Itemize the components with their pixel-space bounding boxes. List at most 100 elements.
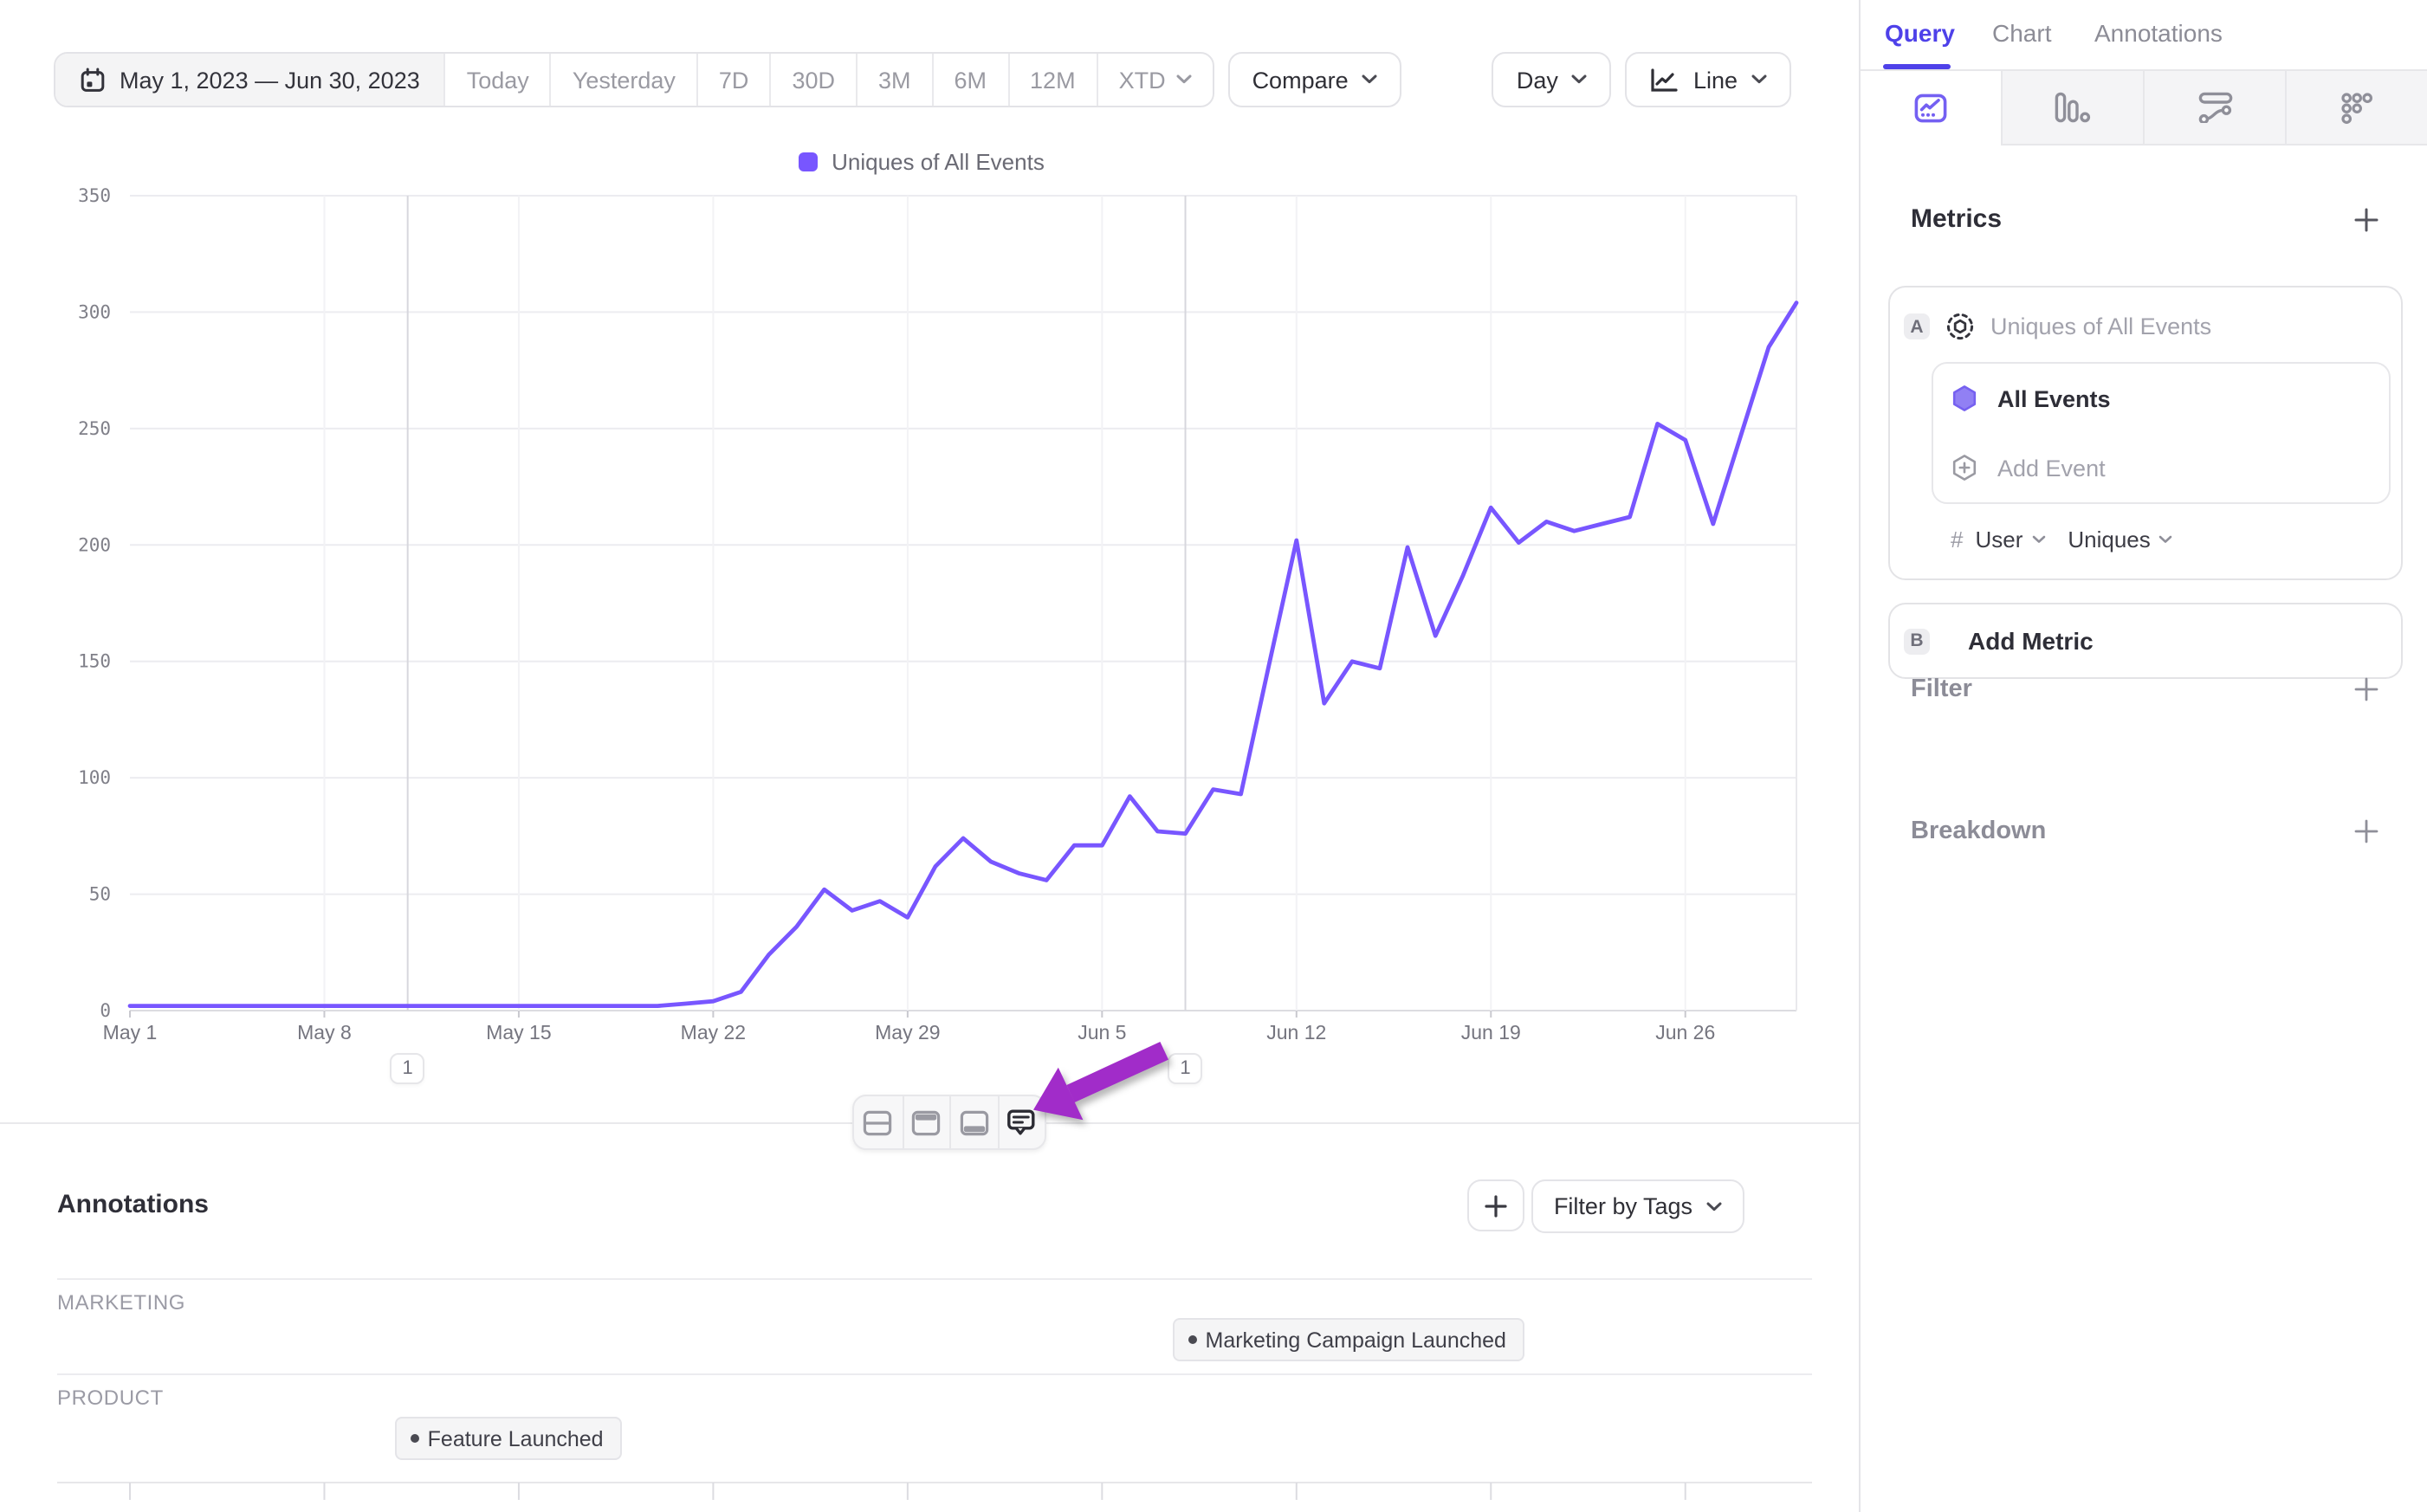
svg-text:250: 250 <box>78 418 111 439</box>
report-type-flows[interactable] <box>2143 71 2285 145</box>
active-tab-underline <box>1883 64 1951 69</box>
annotation-category-product: PRODUCT <box>57 1386 164 1410</box>
svg-text:May 15: May 15 <box>486 1021 551 1044</box>
granularity-dropdown[interactable]: Day <box>1492 52 1612 107</box>
date-range-label: May 1, 2023 — Jun 30, 2023 <box>120 67 420 93</box>
line-chart-icon <box>1652 68 1679 91</box>
bar-chart-icon <box>2055 92 2091 123</box>
legend-label: Uniques of All Events <box>832 149 1045 175</box>
add-annotation-button[interactable] <box>1467 1179 1524 1231</box>
svg-text:200: 200 <box>78 534 111 555</box>
svg-text:300: 300 <box>78 301 111 322</box>
chevron-down-icon <box>1572 74 1588 84</box>
row-divider <box>57 1373 1812 1375</box>
metric-card-a[interactable]: A Uniques of All Events All Events <box>1888 286 2403 580</box>
preset-30d[interactable]: 30D <box>769 54 856 106</box>
svg-text:350: 350 <box>78 185 111 206</box>
svg-text:May 29: May 29 <box>875 1021 940 1044</box>
preset-3m[interactable]: 3M <box>855 54 932 106</box>
add-event-button[interactable]: Add Event <box>1933 433 2389 502</box>
preset-yesterday[interactable]: Yesterday <box>549 54 696 106</box>
calendar-icon <box>81 67 105 91</box>
annotation-count-badge[interactable]: 1 <box>1168 1053 1203 1084</box>
breakdown-section: Breakdown <box>1911 817 2378 845</box>
svg-text:May 22: May 22 <box>681 1021 746 1044</box>
report-type-tabs <box>1861 69 2427 145</box>
query-sidebar: Query Chart Annotations <box>1859 0 2427 1512</box>
add-breakdown-plus-icon[interactable] <box>2354 819 2378 843</box>
chart-controls: Day Line <box>1492 52 1791 107</box>
event-hexagon-icon <box>1952 385 1977 411</box>
annotations-header: Annotations Filter by Tags <box>57 1179 1802 1235</box>
chart-layout-toolbar <box>852 1095 1046 1150</box>
tab-annotations[interactable]: Annotations <box>2094 19 2223 47</box>
split-rows-layout-icon <box>864 1109 892 1135</box>
svg-text:0: 0 <box>100 1000 111 1021</box>
add-filter-plus-icon[interactable] <box>2354 677 2378 701</box>
svg-text:May 1: May 1 <box>103 1021 158 1044</box>
event-list: All Events Add Event <box>1932 362 2391 504</box>
svg-text:Jun 26: Jun 26 <box>1655 1021 1715 1044</box>
metric-letter-badge: B <box>1904 628 1930 654</box>
filter-section: Filter <box>1911 675 2378 703</box>
bottom-panel-layout-icon <box>960 1109 988 1135</box>
svg-text:May 8: May 8 <box>297 1021 352 1044</box>
add-metric-plus-icon[interactable] <box>2354 207 2378 231</box>
flows-icon <box>2197 92 2232 123</box>
chevron-down-icon <box>1751 74 1767 84</box>
date-range-segmented-control: May 1, 2023 — Jun 30, 2023 Today Yesterd… <box>54 52 1214 107</box>
add-event-label: Add Event <box>1997 455 2106 481</box>
chevron-down-icon <box>1176 74 1192 84</box>
annotation-chip-marketing[interactable]: Marketing Campaign Launched <box>1172 1318 1525 1361</box>
metrics-header: Metrics <box>1911 204 2378 234</box>
preset-7d[interactable]: 7D <box>696 54 770 106</box>
metrics-title: Metrics <box>1911 204 2003 234</box>
annotation-dot <box>1188 1335 1197 1344</box>
split-rows-layout-button[interactable] <box>854 1096 902 1148</box>
date-range-button[interactable]: May 1, 2023 — Jun 30, 2023 <box>55 54 444 106</box>
preset-today[interactable]: Today <box>443 54 550 106</box>
chevron-down-icon <box>1706 1201 1722 1211</box>
annotation-chip-product[interactable]: Feature Launched <box>394 1417 623 1460</box>
annotations-comment-icon <box>1007 1109 1035 1135</box>
metric-a-selectors: # User Uniques <box>1951 527 2401 552</box>
tab-query[interactable]: Query <box>1885 19 1955 47</box>
annotations-title: Annotations <box>57 1190 209 1219</box>
bottom-panel-layout-button[interactable] <box>949 1096 997 1148</box>
preset-xtd-dropdown[interactable]: XTD <box>1096 54 1213 106</box>
preset-12m[interactable]: 12M <box>1007 54 1097 106</box>
preset-6m[interactable]: 6M <box>931 54 1008 106</box>
annotation-count-badge[interactable]: 1 <box>390 1053 425 1084</box>
filter-by-tags-button[interactable]: Filter by Tags <box>1531 1179 1744 1233</box>
chart-legend[interactable]: Uniques of All Events <box>0 149 1843 175</box>
report-type-retention[interactable] <box>2285 71 2427 145</box>
top-panel-layout-button[interactable] <box>902 1096 949 1148</box>
metric-settings-gear-icon[interactable] <box>1945 312 1975 341</box>
annotations-comment-button[interactable] <box>997 1096 1045 1148</box>
breakdown-label: Breakdown <box>1911 817 2047 845</box>
date-toolbar: May 1, 2023 — Jun 30, 2023 Today Yesterd… <box>54 52 1402 107</box>
event-item-all-events[interactable]: All Events <box>1933 364 2389 433</box>
metric-letter-badge: A <box>1904 313 1930 339</box>
retention-dots-icon <box>2341 92 2372 123</box>
report-type-funnels[interactable] <box>2001 71 2143 145</box>
report-type-insights[interactable] <box>1861 71 2001 145</box>
entity-selector[interactable]: User <box>1975 527 2045 552</box>
line-chart[interactable]: 0 50 100 150 200 250 300 350 May 1 May 8 May 15 May… <box>0 0 1861 1126</box>
compare-button[interactable]: Compare <box>1227 52 1402 107</box>
svg-text:100: 100 <box>78 767 111 788</box>
tab-chart[interactable]: Chart <box>1992 19 2052 47</box>
svg-text:150: 150 <box>78 651 111 672</box>
annotation-category-marketing: MARKETING <box>57 1290 186 1315</box>
chevron-down-icon <box>2032 535 2045 543</box>
legend-swatch <box>799 152 819 171</box>
aggregation-selector[interactable]: Uniques <box>2068 527 2173 552</box>
chart-type-dropdown[interactable]: Line <box>1625 52 1791 107</box>
count-symbol: # <box>1951 527 1964 552</box>
svg-text:Jun 5: Jun 5 <box>1078 1021 1126 1044</box>
metric-a-name[interactable]: Uniques of All Events <box>1990 313 2212 339</box>
add-metric-card[interactable]: B Add Metric <box>1888 603 2403 679</box>
add-metric-label: Add Metric <box>1968 627 2094 655</box>
insights-line-icon <box>1914 93 1947 122</box>
event-label: All Events <box>1997 385 2111 411</box>
